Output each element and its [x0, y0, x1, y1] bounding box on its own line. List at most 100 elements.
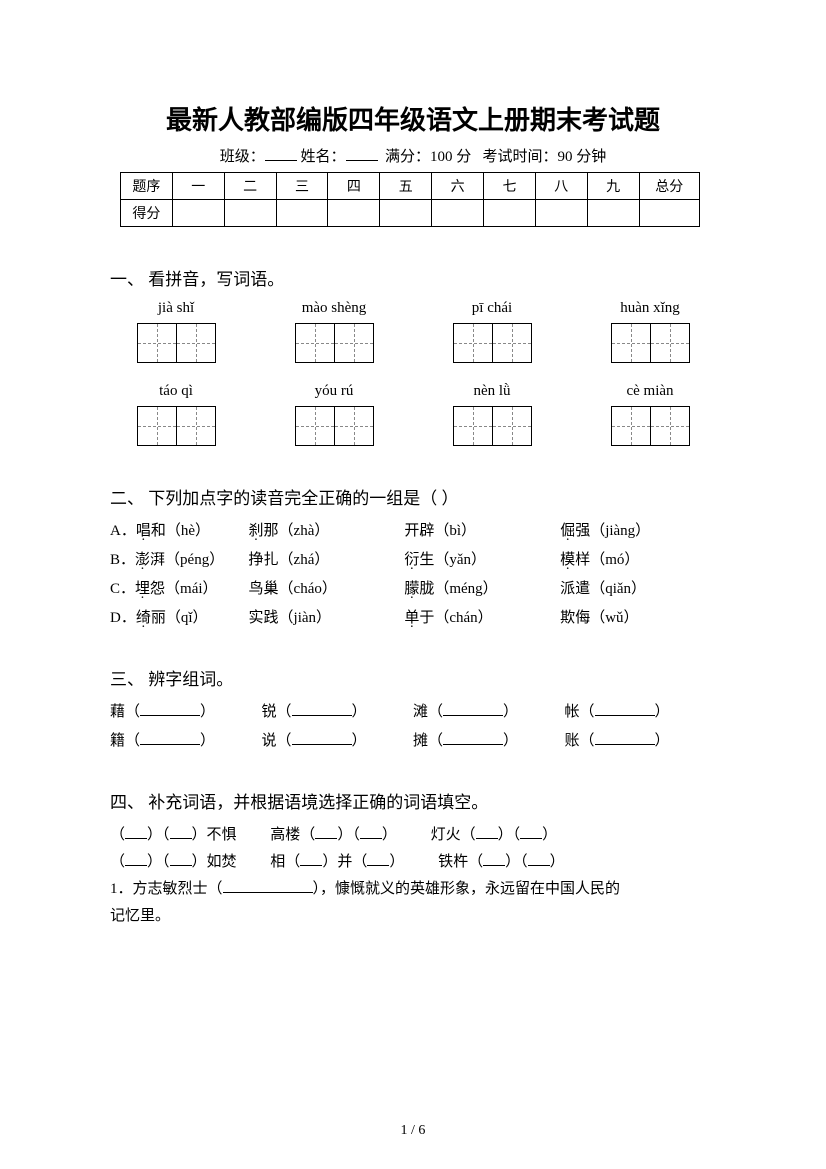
bianzi-item: 滩（） — [413, 700, 565, 721]
score-cell: 一 — [172, 173, 224, 200]
score-cell: 题序 — [121, 173, 173, 200]
tianzi-box — [137, 323, 216, 363]
class-blank — [265, 146, 297, 161]
score-cell: 六 — [432, 173, 484, 200]
q2-heading: 二、 下列加点字的读音完全正确的一组是（ ） — [110, 484, 716, 509]
pinyin-group: pī chái — [432, 300, 552, 363]
bianzi-item: 摊（） — [413, 729, 565, 750]
bianzi-item: 说（） — [262, 729, 414, 750]
q4-sentence: 1．方志敏烈士（），慷慨就义的英雄形象，永远留在中国人民的 — [110, 877, 716, 898]
full-label: 满分：100 分 — [385, 149, 471, 165]
score-cell — [380, 200, 432, 227]
q4-sentence: 记忆里。 — [110, 904, 716, 925]
pinyin-text: táo qì — [159, 383, 193, 400]
tianzi-box — [611, 323, 690, 363]
mcq-option: 模样（mó） — [560, 548, 716, 569]
tianzi-box — [295, 406, 374, 446]
bianzi-item: 帐（） — [565, 700, 717, 721]
pinyin-text: jià shǐ — [158, 300, 194, 317]
mcq-option: 欺侮（wǔ） — [560, 606, 716, 627]
bianzi-row: 籍（） 说（） 摊（） 账（） — [110, 729, 716, 750]
table-row: 题序 一 二 三 四 五 六 七 八 九 总分 — [121, 173, 700, 200]
bianzi-block: 藉（） 锐（） 滩（） 帐（） 籍（） 说（） 摊（） 账（） — [110, 700, 716, 750]
mcq-option: 衍生（yǎn） — [404, 548, 560, 569]
class-label: 班级： — [220, 149, 265, 165]
pinyin-group: táo qì — [116, 383, 236, 446]
score-cell — [432, 200, 484, 227]
name-label: 姓名： — [300, 149, 345, 165]
mcq-option: 刹那（zhà） — [249, 519, 405, 540]
q4-line: （）（）不惧 高楼（）（） 灯火（）（） — [110, 823, 716, 844]
pinyin-text: nèn lǜ — [473, 383, 510, 400]
score-table: 题序 一 二 三 四 五 六 七 八 九 总分 得分 — [120, 172, 700, 227]
mcq-row: B．澎湃（péng） 挣扎（zhá） 衍生（yǎn） 模样（mó） — [110, 548, 716, 569]
pinyin-group: huàn xǐng — [590, 300, 710, 363]
mcq-option: 开辟（bì） — [404, 519, 560, 540]
q4-line: （）（）如焚 相（）并（） 铁杵（）（） — [110, 850, 716, 871]
mcq-option: B．澎湃（péng） — [110, 548, 249, 569]
score-cell — [484, 200, 536, 227]
mcq-option: 倔强（jiàng） — [560, 519, 716, 540]
mcq-option: 挣扎（zhá） — [249, 548, 405, 569]
score-cell — [535, 200, 587, 227]
mcq-option: A．唱和（hè） — [110, 519, 249, 540]
page-number: 1 / 6 — [0, 1123, 826, 1139]
bianzi-item: 籍（） — [110, 729, 262, 750]
score-cell: 八 — [535, 173, 587, 200]
score-cell: 二 — [224, 173, 276, 200]
pinyin-text: yóu rú — [315, 383, 354, 400]
mcq-option: D．绮丽（qǐ） — [110, 606, 249, 627]
bianzi-item: 藉（） — [110, 700, 262, 721]
score-cell: 四 — [328, 173, 380, 200]
mcq-option: C．埋怨（mái） — [110, 577, 249, 598]
pinyin-group: jià shǐ — [116, 300, 236, 363]
pinyin-group: mào shèng — [274, 300, 394, 363]
tianzi-box — [611, 406, 690, 446]
subhead: 班级： 姓名： 满分：100 分 考试时间：90 分钟 — [110, 145, 716, 166]
tianzi-box — [295, 323, 374, 363]
pinyin-text: huàn xǐng — [620, 300, 680, 317]
mcq-option: 鸟巢（cháo） — [249, 577, 405, 598]
mcq-block: A．唱和（hè） 刹那（zhà） 开辟（bì） 倔强（jiàng） B．澎湃（p… — [110, 519, 716, 627]
pinyin-row: táo qì yóu rú nèn lǜ cè miàn — [110, 383, 716, 446]
score-cell — [587, 200, 639, 227]
mcq-row: A．唱和（hè） 刹那（zhà） 开辟（bì） 倔强（jiàng） — [110, 519, 716, 540]
score-cell — [172, 200, 224, 227]
score-cell: 七 — [484, 173, 536, 200]
tianzi-box — [453, 323, 532, 363]
pinyin-text: mào shèng — [302, 300, 367, 317]
time-label: 考试时间：90 分钟 — [483, 149, 607, 165]
q4-block: （）（）不惧 高楼（）（） 灯火（）（） （）（）如焚 相（）并（） 铁杵（）（… — [110, 823, 716, 925]
pinyin-text: pī chái — [472, 300, 512, 317]
score-cell: 九 — [587, 173, 639, 200]
tianzi-box — [453, 406, 532, 446]
score-cell — [224, 200, 276, 227]
score-cell: 五 — [380, 173, 432, 200]
pinyin-row: jià shǐ mào shèng pī chái huàn xǐng — [110, 300, 716, 363]
bianzi-item: 锐（） — [262, 700, 414, 721]
score-cell: 总分 — [639, 173, 699, 200]
q1-heading: 一、 看拼音，写词语。 — [110, 265, 716, 290]
score-cell — [276, 200, 328, 227]
mcq-row: C．埋怨（mái） 鸟巢（cháo） 朦胧（méng） 派遣（qiǎn） — [110, 577, 716, 598]
pinyin-group: nèn lǜ — [432, 383, 552, 446]
mcq-option: 单于（chán） — [404, 606, 560, 627]
score-cell: 得分 — [121, 200, 173, 227]
table-row: 得分 — [121, 200, 700, 227]
mcq-option: 朦胧（méng） — [404, 577, 560, 598]
score-cell: 三 — [276, 173, 328, 200]
score-cell — [328, 200, 380, 227]
mcq-row: D．绮丽（qǐ） 实践（jiàn） 单于（chán） 欺侮（wǔ） — [110, 606, 716, 627]
score-cell — [639, 200, 699, 227]
tianzi-box — [137, 406, 216, 446]
mcq-option: 实践（jiàn） — [249, 606, 405, 627]
mcq-option: 派遣（qiǎn） — [560, 577, 716, 598]
q4-heading: 四、 补充词语，并根据语境选择正确的词语填空。 — [110, 788, 716, 813]
pinyin-group: cè miàn — [590, 383, 710, 446]
pinyin-text: cè miàn — [626, 383, 673, 400]
bianzi-item: 账（） — [565, 729, 717, 750]
page-title: 最新人教部编版四年级语文上册期末考试题 — [110, 100, 716, 137]
q3-heading: 三、 辨字组词。 — [110, 665, 716, 690]
bianzi-row: 藉（） 锐（） 滩（） 帐（） — [110, 700, 716, 721]
pinyin-group: yóu rú — [274, 383, 394, 446]
